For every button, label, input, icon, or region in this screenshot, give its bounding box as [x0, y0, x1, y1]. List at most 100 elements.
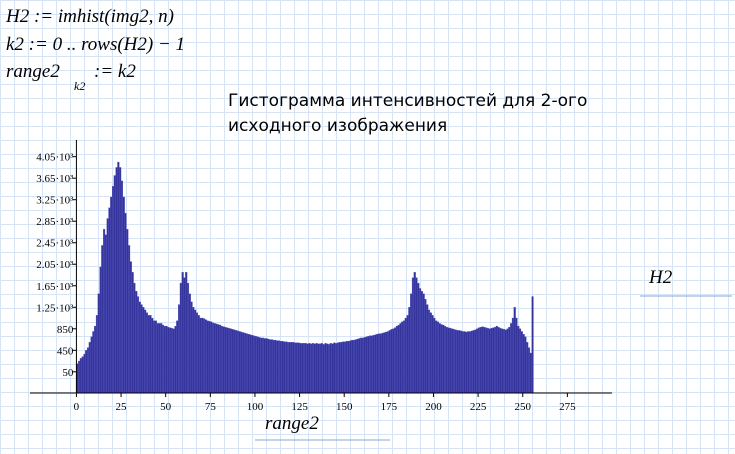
bar [138, 301, 141, 394]
bar [408, 307, 411, 394]
bar [499, 328, 502, 394]
y-axis-label: H2 [648, 267, 673, 288]
bar [413, 272, 416, 394]
y-tick-label: 50 [62, 367, 74, 379]
bar [497, 327, 500, 394]
bar [299, 343, 302, 394]
bar [445, 327, 448, 394]
bar [279, 341, 282, 394]
bar [392, 328, 395, 394]
bar [231, 329, 234, 394]
bar [201, 317, 204, 394]
bar [501, 328, 504, 394]
bar [128, 245, 131, 394]
y-tick-label: 4.05·10³ [36, 152, 74, 164]
bar [345, 341, 348, 394]
bar [151, 317, 154, 394]
bar [104, 234, 107, 394]
bar [117, 161, 120, 394]
bar [476, 328, 479, 394]
bar [253, 335, 256, 394]
bar [490, 328, 493, 394]
bar [426, 304, 429, 394]
bar [140, 304, 143, 394]
bar [99, 266, 102, 394]
bar [363, 337, 366, 394]
bar [301, 343, 304, 394]
bar [313, 343, 316, 394]
bar [110, 196, 113, 394]
x-tick-label: 0 [74, 401, 80, 413]
bar [308, 343, 311, 394]
bar [185, 272, 188, 394]
bar [145, 312, 148, 394]
bar [206, 320, 209, 394]
bar [529, 352, 532, 394]
x-tick-label: 200 [425, 401, 442, 413]
bar [354, 339, 357, 394]
bar [167, 327, 170, 394]
bar [411, 277, 414, 394]
bar [149, 315, 152, 394]
bar [472, 330, 475, 394]
bar [504, 329, 507, 394]
bar [247, 334, 250, 394]
bar [261, 337, 265, 394]
bar [81, 356, 84, 394]
bar [188, 293, 191, 394]
bar [461, 331, 464, 394]
bar [344, 341, 347, 394]
bar [326, 343, 329, 394]
bar [210, 321, 213, 394]
bar [452, 329, 456, 394]
y-tick-label: 450 [57, 345, 74, 357]
bar [276, 340, 279, 394]
bar [352, 339, 356, 394]
bar [454, 329, 457, 394]
bar [192, 307, 195, 394]
bar [286, 342, 290, 394]
bar [406, 315, 409, 394]
bar [124, 212, 127, 394]
bar [365, 336, 368, 394]
bar [306, 343, 309, 394]
x-tick-label: 150 [336, 401, 353, 413]
bar [386, 331, 389, 394]
bar [215, 323, 218, 394]
bar [347, 341, 350, 394]
bar [336, 342, 340, 394]
x-tick-label: 25 [116, 401, 128, 413]
bar [290, 342, 293, 394]
bar [360, 337, 363, 394]
bar [436, 321, 439, 394]
bar [319, 343, 322, 394]
bar [422, 293, 425, 394]
bar [265, 338, 268, 394]
bar [101, 245, 104, 394]
bar [122, 196, 125, 394]
bar [338, 342, 341, 394]
bar [522, 334, 525, 394]
bar [415, 277, 418, 394]
bar [331, 343, 334, 394]
bar [485, 327, 488, 394]
bar [424, 299, 427, 394]
expression-lhs: range2 [6, 61, 60, 82]
bar [244, 332, 247, 394]
bar [183, 277, 186, 394]
bar [176, 320, 179, 394]
bar [263, 338, 266, 394]
bar [235, 330, 238, 394]
bar [95, 315, 98, 394]
bar [511, 317, 514, 394]
bar [385, 331, 388, 394]
bar [233, 329, 236, 394]
bar [294, 342, 297, 394]
bar [136, 296, 140, 394]
bar [254, 336, 257, 394]
bar [181, 272, 184, 394]
bar [495, 325, 498, 394]
bar [219, 324, 222, 394]
x-tick-label: 50 [160, 401, 172, 413]
